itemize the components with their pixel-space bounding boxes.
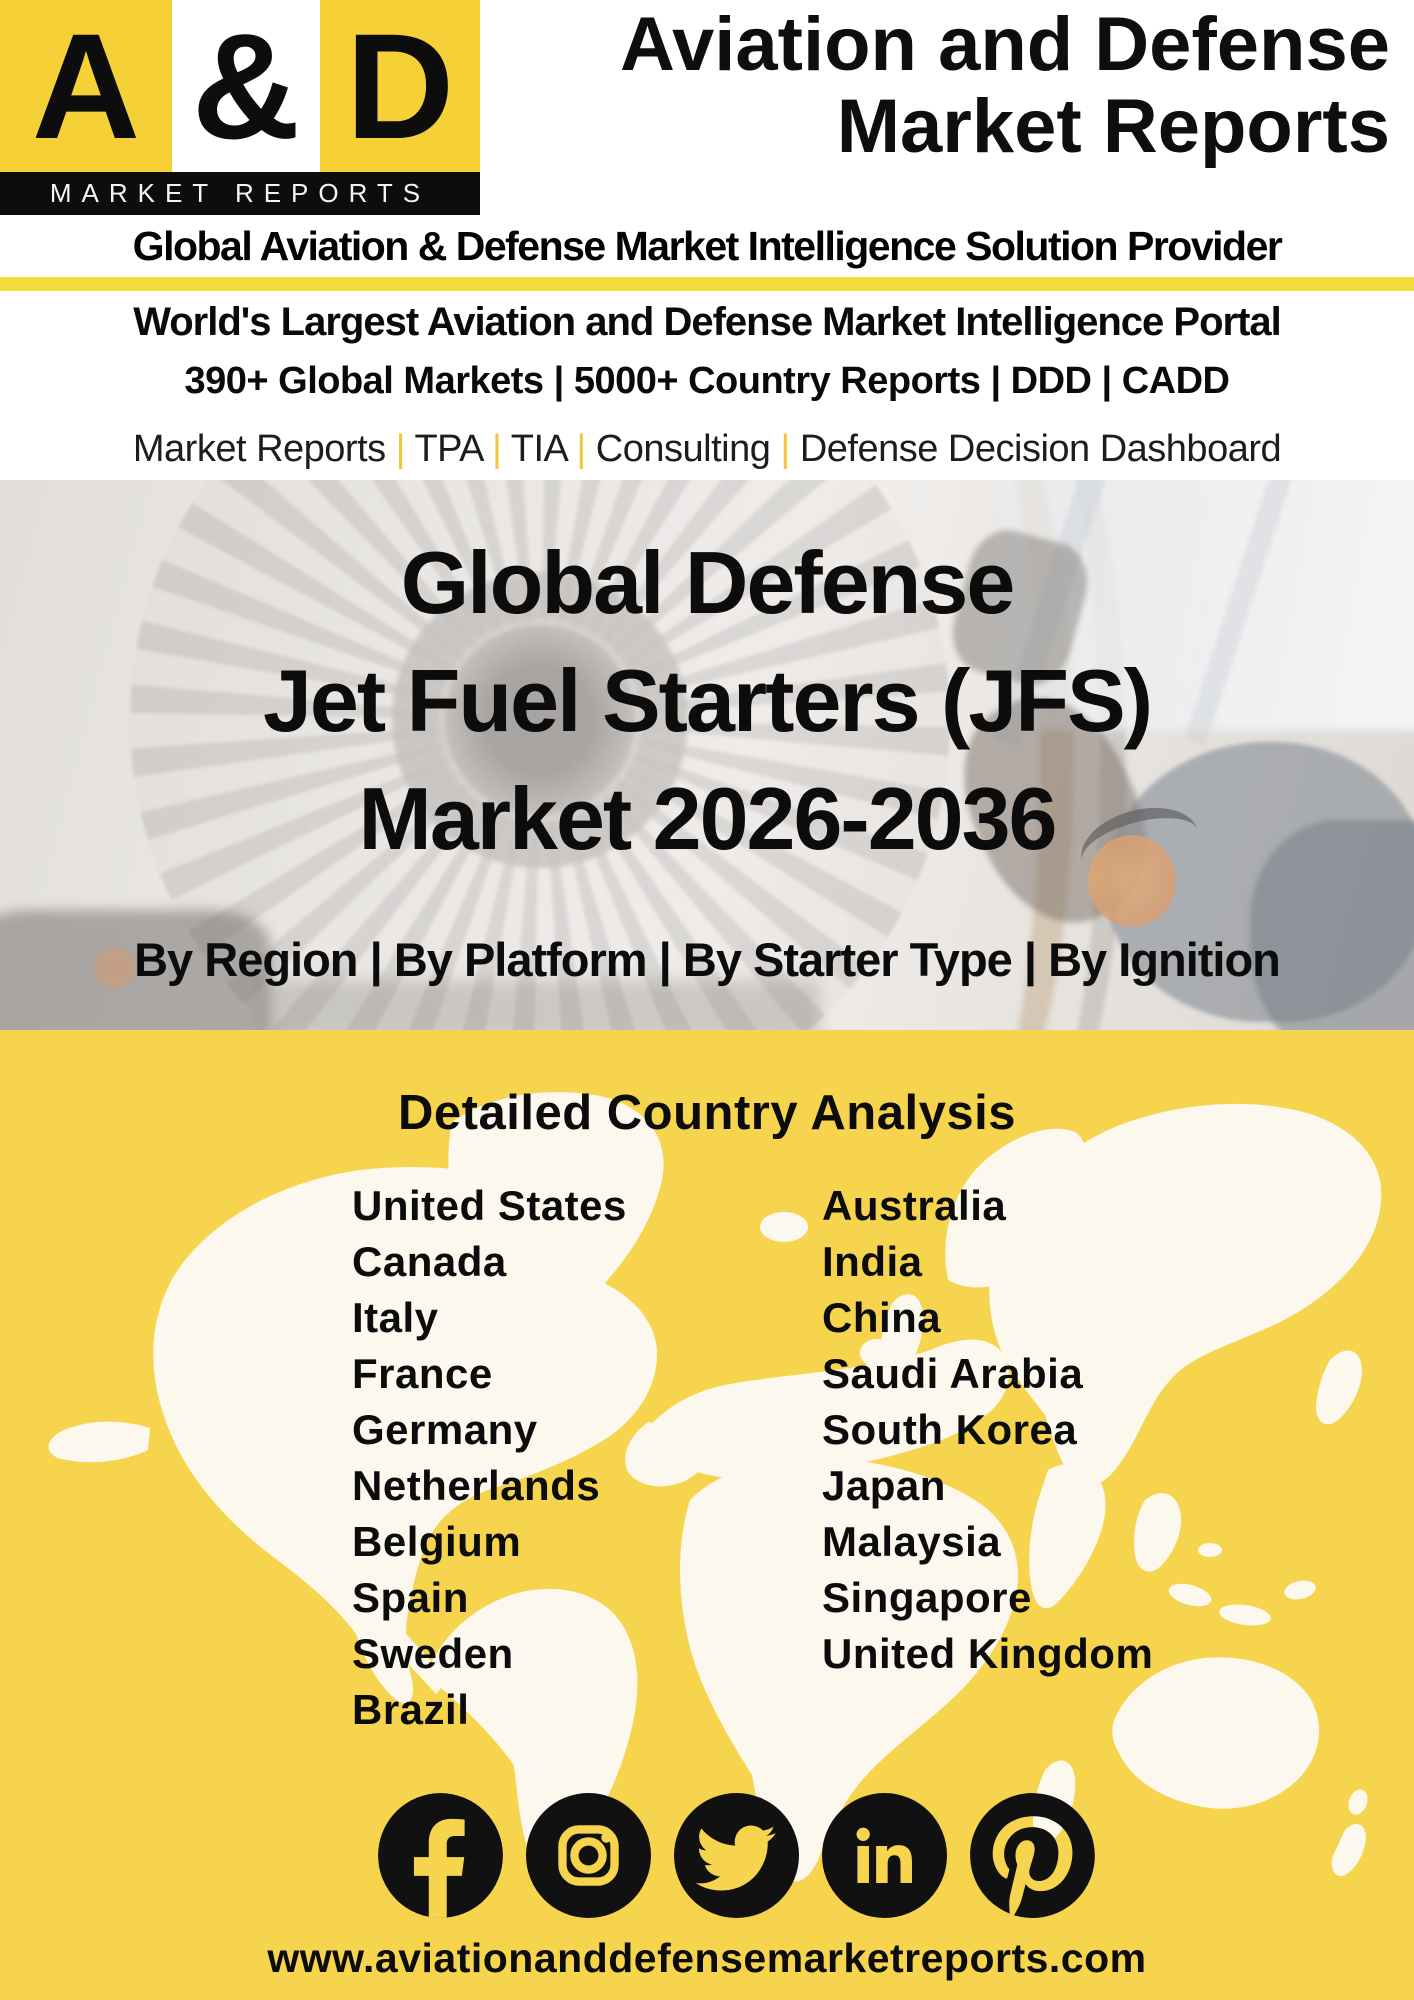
separator: | bbox=[1011, 933, 1049, 986]
country-item: India bbox=[822, 1238, 923, 1285]
country-item: Belgium bbox=[352, 1518, 522, 1565]
country-analysis-title: Detailed Country Analysis bbox=[398, 1086, 1016, 1140]
website-url[interactable]: www.aviationanddefensemarketreports.com bbox=[267, 1935, 1147, 1981]
intro-section: World's Largest Aviation and Defense Mar… bbox=[0, 291, 1414, 480]
country-item: Spain bbox=[352, 1574, 469, 1621]
logo-letter-blocks: A & D bbox=[0, 0, 480, 172]
country-item: Australia bbox=[822, 1182, 1007, 1229]
country-item: Netherlands bbox=[352, 1462, 601, 1509]
photo-overlay bbox=[0, 480, 1414, 1030]
segment-item: By Ignition bbox=[1048, 933, 1281, 986]
service-item: Defense Decision Dashboard bbox=[799, 428, 1282, 470]
country-analysis-section: Detailed Country Analysis United States C… bbox=[0, 1030, 1414, 2000]
country-item: United States bbox=[352, 1182, 627, 1229]
hero-section: Global Defense Jet Fuel Starters (JFS) M… bbox=[0, 480, 1414, 1030]
photo-shape bbox=[1250, 820, 1414, 1030]
photo-shape bbox=[445, 625, 635, 815]
header: A & D MARKET REPORTS Aviation and Defens… bbox=[0, 0, 1414, 215]
service-item: TIA bbox=[510, 428, 567, 470]
service-item: Consulting bbox=[595, 428, 771, 470]
tagline: Global Aviation & Defense Market Intelli… bbox=[132, 222, 1283, 269]
segment-item: By Region bbox=[134, 933, 358, 986]
logo-ampersand: & bbox=[172, 0, 320, 172]
country-item: Japan bbox=[822, 1462, 946, 1509]
report-title-line1: Global Defense bbox=[400, 533, 1016, 632]
country-item: Germany bbox=[352, 1406, 538, 1453]
logo-letter-a: A bbox=[0, 0, 172, 172]
report-title: Global Defense Jet Fuel Starters (JFS) M… bbox=[0, 524, 1414, 878]
separator: | bbox=[481, 428, 511, 470]
facebook-icon[interactable] bbox=[378, 1793, 503, 1918]
company-title-line1: Aviation and Defense bbox=[619, 2, 1390, 87]
segment-item: By Platform bbox=[393, 933, 648, 986]
intro-line3: Market Reports | TPA | TIA | Consulting … bbox=[0, 428, 1414, 471]
country-item: Singapore bbox=[822, 1574, 1032, 1621]
photo-shape bbox=[95, 948, 135, 988]
company-title-line2: Market Reports bbox=[836, 84, 1390, 169]
country-item: Saudi Arabia bbox=[822, 1350, 1084, 1397]
pinterest-icon[interactable] bbox=[970, 1793, 1095, 1918]
world-map bbox=[48, 1092, 1382, 1882]
service-item: Market Reports bbox=[132, 428, 386, 470]
country-item: United Kingdom bbox=[822, 1630, 1154, 1677]
report-title-line2: Jet Fuel Starters (JFS) bbox=[262, 651, 1153, 750]
report-title-line3: Market 2026-2036 bbox=[358, 769, 1058, 868]
instagram-icon[interactable] bbox=[526, 1793, 651, 1918]
logo-letter-d: D bbox=[320, 0, 480, 172]
service-item: TPA bbox=[414, 428, 482, 470]
separator: | bbox=[566, 428, 596, 470]
intro-line2: 390+ Global Markets | 5000+ Country Repo… bbox=[0, 360, 1414, 403]
intro-stat: 390+ Global Markets bbox=[184, 360, 544, 402]
linkedin-icon[interactable] bbox=[822, 1793, 947, 1918]
country-column-2: Australia India China Saudi Arabia South Kor… bbox=[822, 1178, 1153, 1682]
country-item: China bbox=[822, 1294, 942, 1341]
ear-protection-photo-shape bbox=[1088, 835, 1176, 927]
social-icons-row bbox=[378, 1793, 1095, 1918]
country-item: France bbox=[352, 1350, 493, 1397]
country-item: South Korea bbox=[822, 1406, 1078, 1453]
twitter-icon[interactable] bbox=[674, 1793, 799, 1918]
photo-shape bbox=[260, 980, 820, 1030]
intro-stat: DDD bbox=[1010, 360, 1092, 402]
country-item: Malaysia bbox=[822, 1518, 1002, 1565]
separator: | bbox=[543, 360, 574, 402]
country-item: Italy bbox=[352, 1294, 439, 1341]
separator: | bbox=[980, 360, 1011, 402]
separator: | bbox=[385, 428, 415, 470]
separator: | bbox=[357, 933, 394, 986]
intro-line1: World's Largest Aviation and Defense Mar… bbox=[133, 300, 1282, 344]
yellow-divider-bar bbox=[0, 277, 1414, 291]
separator: | bbox=[1091, 360, 1122, 402]
company-logo: A & D MARKET REPORTS bbox=[0, 0, 480, 215]
intro-stat: 5000+ Country Reports bbox=[573, 360, 981, 402]
country-item: Sweden bbox=[352, 1630, 514, 1677]
logo-caption: MARKET REPORTS bbox=[0, 172, 480, 215]
photo-shape bbox=[0, 910, 270, 1030]
separator: | bbox=[770, 428, 800, 470]
separator: | bbox=[646, 933, 683, 986]
intro-stat: CADD bbox=[1121, 360, 1230, 402]
segmentation-line: By Region | By Platform | By Starter Typ… bbox=[0, 932, 1414, 987]
company-title: Aviation and Defense Market Reports bbox=[620, 4, 1390, 168]
segment-item: By Starter Type bbox=[682, 933, 1013, 986]
country-item: Brazil bbox=[352, 1686, 470, 1733]
country-item: Canada bbox=[352, 1238, 507, 1285]
country-column-1: United States Canada Italy France Germany Net… bbox=[352, 1178, 627, 1738]
